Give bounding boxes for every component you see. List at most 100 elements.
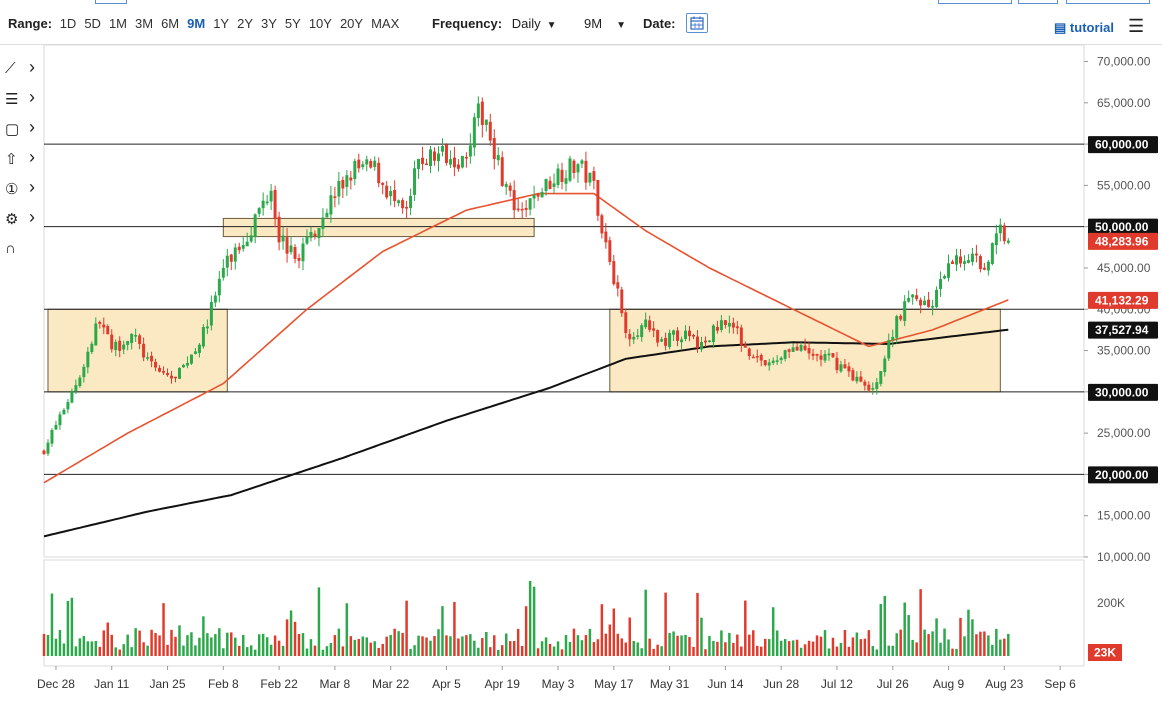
- range-option-3m[interactable]: 3M: [135, 16, 154, 31]
- candle-body: [106, 326, 110, 335]
- arrow-up-icon: ⇧: [5, 151, 18, 168]
- tutorial-link[interactable]: ▤ tutorial: [1054, 20, 1114, 36]
- top-button-stub[interactable]: [1018, 0, 1058, 4]
- volume-bar: [261, 633, 265, 656]
- volume-bar: [353, 639, 357, 656]
- top-button-stub[interactable]: [938, 0, 1012, 4]
- candle-body: [943, 276, 947, 279]
- candle-body: [409, 195, 413, 209]
- candle-body: [425, 163, 429, 166]
- candle-body: [401, 200, 405, 209]
- volume-bar: [142, 642, 145, 656]
- volume-bar: [584, 635, 588, 656]
- range-option-9m[interactable]: 9M: [187, 16, 206, 31]
- range-option-5y[interactable]: 5Y: [284, 16, 301, 31]
- range-label: Range:: [8, 16, 53, 31]
- candle-body: [508, 185, 512, 191]
- candle-body: [672, 330, 676, 335]
- volume-bar: [122, 644, 125, 656]
- candle-body: [78, 377, 82, 386]
- period-dropdown[interactable]: 9M ▼: [584, 16, 626, 31]
- volume-bar: [887, 645, 890, 656]
- candle-body: [317, 227, 321, 239]
- volume-bar: [377, 647, 380, 656]
- range-option-max[interactable]: MAX: [371, 16, 400, 31]
- y-tick-label: 55,000.00: [1097, 178, 1151, 192]
- volume-bar: [879, 603, 883, 656]
- candle-body: [170, 375, 173, 379]
- candle-body: [620, 289, 624, 314]
- drawing-tool[interactable]: ∩: [3, 240, 41, 262]
- range-option-1y[interactable]: 1Y: [213, 16, 230, 31]
- top-button-stub[interactable]: [95, 0, 127, 4]
- drawing-tool[interactable]: ▢ ›: [3, 117, 41, 142]
- candle-body: [863, 381, 867, 386]
- candle-body: [680, 339, 684, 343]
- volume-bar: [114, 647, 117, 656]
- level-value-label-bg: [1088, 383, 1158, 401]
- volume-bar: [732, 642, 735, 656]
- volume-bar: [668, 632, 671, 656]
- candle-body: [365, 159, 369, 165]
- candle-body: [616, 282, 620, 289]
- candle-body: [596, 180, 600, 216]
- volume-bar: [397, 631, 400, 656]
- volume-bar: [253, 649, 257, 656]
- range-option-20y[interactable]: 20Y: [339, 16, 364, 31]
- volume-bar: [931, 631, 934, 656]
- frequency-dropdown[interactable]: Daily ▼: [512, 16, 557, 31]
- candle-body: [512, 190, 516, 211]
- candle-body: [464, 156, 468, 159]
- chart-toolbar: Range: 1D 5D 1M 3M 6M 9M 1Y 2Y 3Y 5Y 10Y 20Y MAX Fre…: [0, 0, 1162, 45]
- candle-body: [289, 245, 293, 253]
- range-option-2y[interactable]: 2Y: [237, 16, 253, 31]
- volume-bar: [660, 646, 663, 656]
- top-button-stub[interactable]: [1066, 0, 1150, 4]
- drawing-tool[interactable]: ⇧ ›: [3, 147, 41, 172]
- volume-bar: [600, 604, 604, 656]
- candle-body: [835, 357, 839, 371]
- drawing-tool[interactable]: ⟋ ›: [3, 57, 41, 82]
- chevron-right-icon: ›: [29, 87, 35, 107]
- candle-body: [253, 214, 257, 238]
- drawing-tool[interactable]: ☰ ›: [3, 87, 41, 112]
- volume-bar: [560, 649, 564, 656]
- candle-body: [592, 171, 596, 181]
- candle-body: [297, 257, 301, 261]
- level-value-label-bg: [1088, 218, 1158, 236]
- volume-bar: [863, 638, 867, 656]
- volume-bar: [409, 648, 412, 656]
- range-option-3y[interactable]: 3Y: [261, 16, 277, 31]
- volume-bar: [46, 634, 50, 656]
- volume-bar: [592, 642, 596, 656]
- volume-bar: [461, 636, 464, 656]
- range-option-1d[interactable]: 1D: [59, 16, 77, 31]
- volume-bar: [548, 643, 552, 656]
- volume-bar: [779, 640, 783, 656]
- candle-body: [281, 235, 285, 242]
- x-tick-label: May 17: [594, 677, 634, 691]
- hamburger-menu-icon[interactable]: ☰: [1128, 16, 1145, 36]
- candle-body: [998, 224, 1002, 234]
- range-option-5d[interactable]: 5D: [84, 16, 101, 31]
- volume-bar: [612, 608, 616, 656]
- candle-body: [703, 340, 707, 343]
- drawing-tool[interactable]: ⚙ ›: [3, 207, 41, 232]
- volume-bar: [752, 630, 755, 656]
- volume-bar: [158, 635, 161, 656]
- range-option-1m[interactable]: 1M: [108, 16, 127, 31]
- volume-bar: [712, 640, 715, 656]
- x-tick-label: May 31: [650, 677, 690, 691]
- candle-body: [261, 200, 265, 209]
- volume-bar: [162, 603, 165, 656]
- x-tick-label: Aug 9: [933, 677, 965, 691]
- range-option-6m[interactable]: 6M: [161, 16, 180, 31]
- range-option-10y[interactable]: 10Y: [308, 16, 332, 31]
- candle-body: [660, 339, 664, 342]
- chevron-right-icon: ›: [29, 207, 35, 227]
- drawing-tool[interactable]: ① ›: [3, 177, 41, 202]
- calendar-button[interactable]: [686, 13, 708, 33]
- candle-body: [345, 175, 349, 187]
- volume-bar: [369, 642, 372, 656]
- volume-bar: [943, 628, 946, 656]
